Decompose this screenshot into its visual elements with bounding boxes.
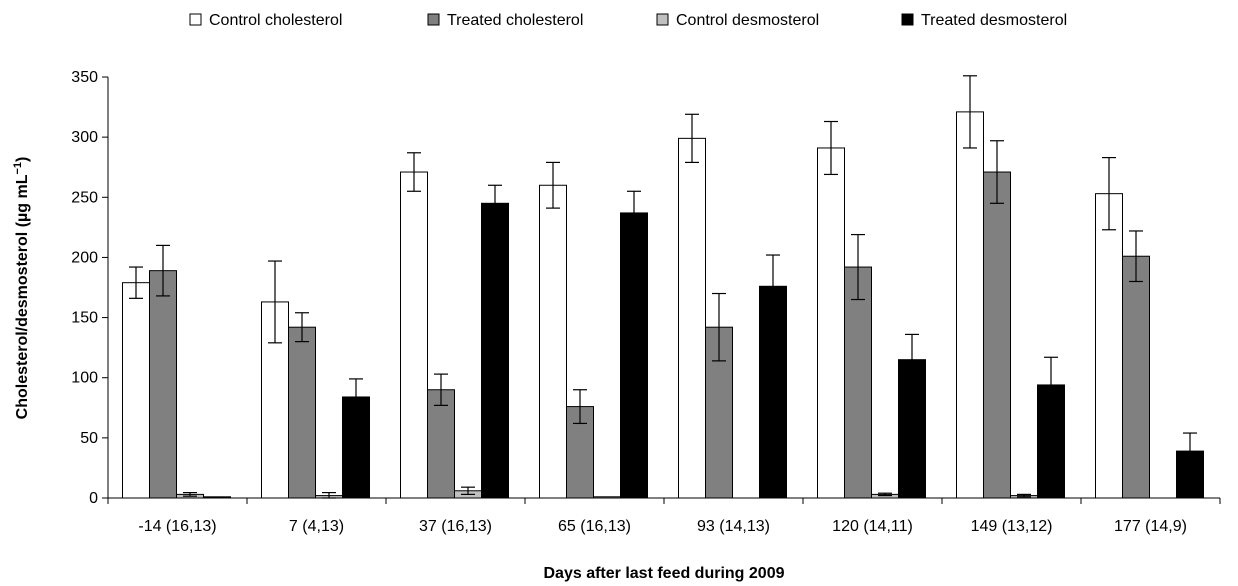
bar	[1095, 193, 1123, 499]
bar	[593, 496, 621, 499]
bar	[481, 202, 509, 499]
legend: Control cholesterol Treated cholesterol Co…	[189, 12, 1067, 29]
x-tick-label: 93 (14,13)	[697, 518, 770, 535]
bars	[122, 75, 1204, 499]
bar	[288, 326, 316, 499]
x-tick-label: -14 (16,13)	[138, 518, 216, 535]
legend-label: Control cholesterol	[209, 12, 342, 29]
x-tick-label: 65 (16,13)	[558, 518, 631, 535]
y-tick-label: 250	[71, 189, 98, 206]
bar	[400, 171, 428, 499]
y-axis-title: Cholesterol/desmosterol (µg mL−1)	[12, 157, 31, 420]
legend-label: Treated desmosterol	[921, 12, 1067, 29]
legend-swatch	[656, 13, 669, 26]
bar	[203, 496, 231, 499]
x-tick-label: 177 (14,9)	[1114, 518, 1187, 535]
y-tick-label: 150	[71, 310, 98, 327]
y-tick-label: 0	[89, 490, 98, 507]
x-tick-label: 7 (4,13)	[289, 518, 344, 535]
bar	[759, 285, 787, 499]
legend-label: Control desmosterol	[676, 12, 819, 29]
bar	[122, 282, 150, 499]
bar	[1122, 255, 1150, 499]
bar	[844, 266, 872, 499]
legend-label: Treated cholesterol	[447, 12, 583, 29]
bar	[620, 212, 648, 499]
bar	[817, 147, 845, 499]
bar	[678, 137, 706, 499]
bar	[149, 270, 177, 499]
legend-swatch	[427, 13, 440, 26]
bar	[539, 184, 567, 499]
y-tick-label: 200	[71, 249, 98, 266]
y-tick-label: 300	[71, 129, 98, 146]
y-axis: 0 50 100 150 200 250 300 350	[71, 69, 109, 507]
x-tick-label: 149 (13,12)	[971, 518, 1053, 535]
y-tick-label: 50	[80, 430, 98, 447]
y-tick-label: 350	[71, 69, 98, 86]
bar	[427, 389, 455, 499]
x-axis-title: Days after last feed during 2009	[544, 565, 785, 582]
y-tick-label: 100	[71, 370, 98, 387]
legend-swatch	[901, 13, 914, 26]
x-axis: -14 (16,13) 7 (4,13) 37 (16,13) 65 (16,13) 9…	[107, 497, 1221, 535]
bar	[983, 171, 1011, 499]
x-tick-label: 120 (14,11)	[832, 518, 913, 535]
bar	[956, 111, 984, 499]
x-tick-label: 37 (16,13)	[419, 518, 492, 535]
legend-swatch	[189, 13, 202, 26]
